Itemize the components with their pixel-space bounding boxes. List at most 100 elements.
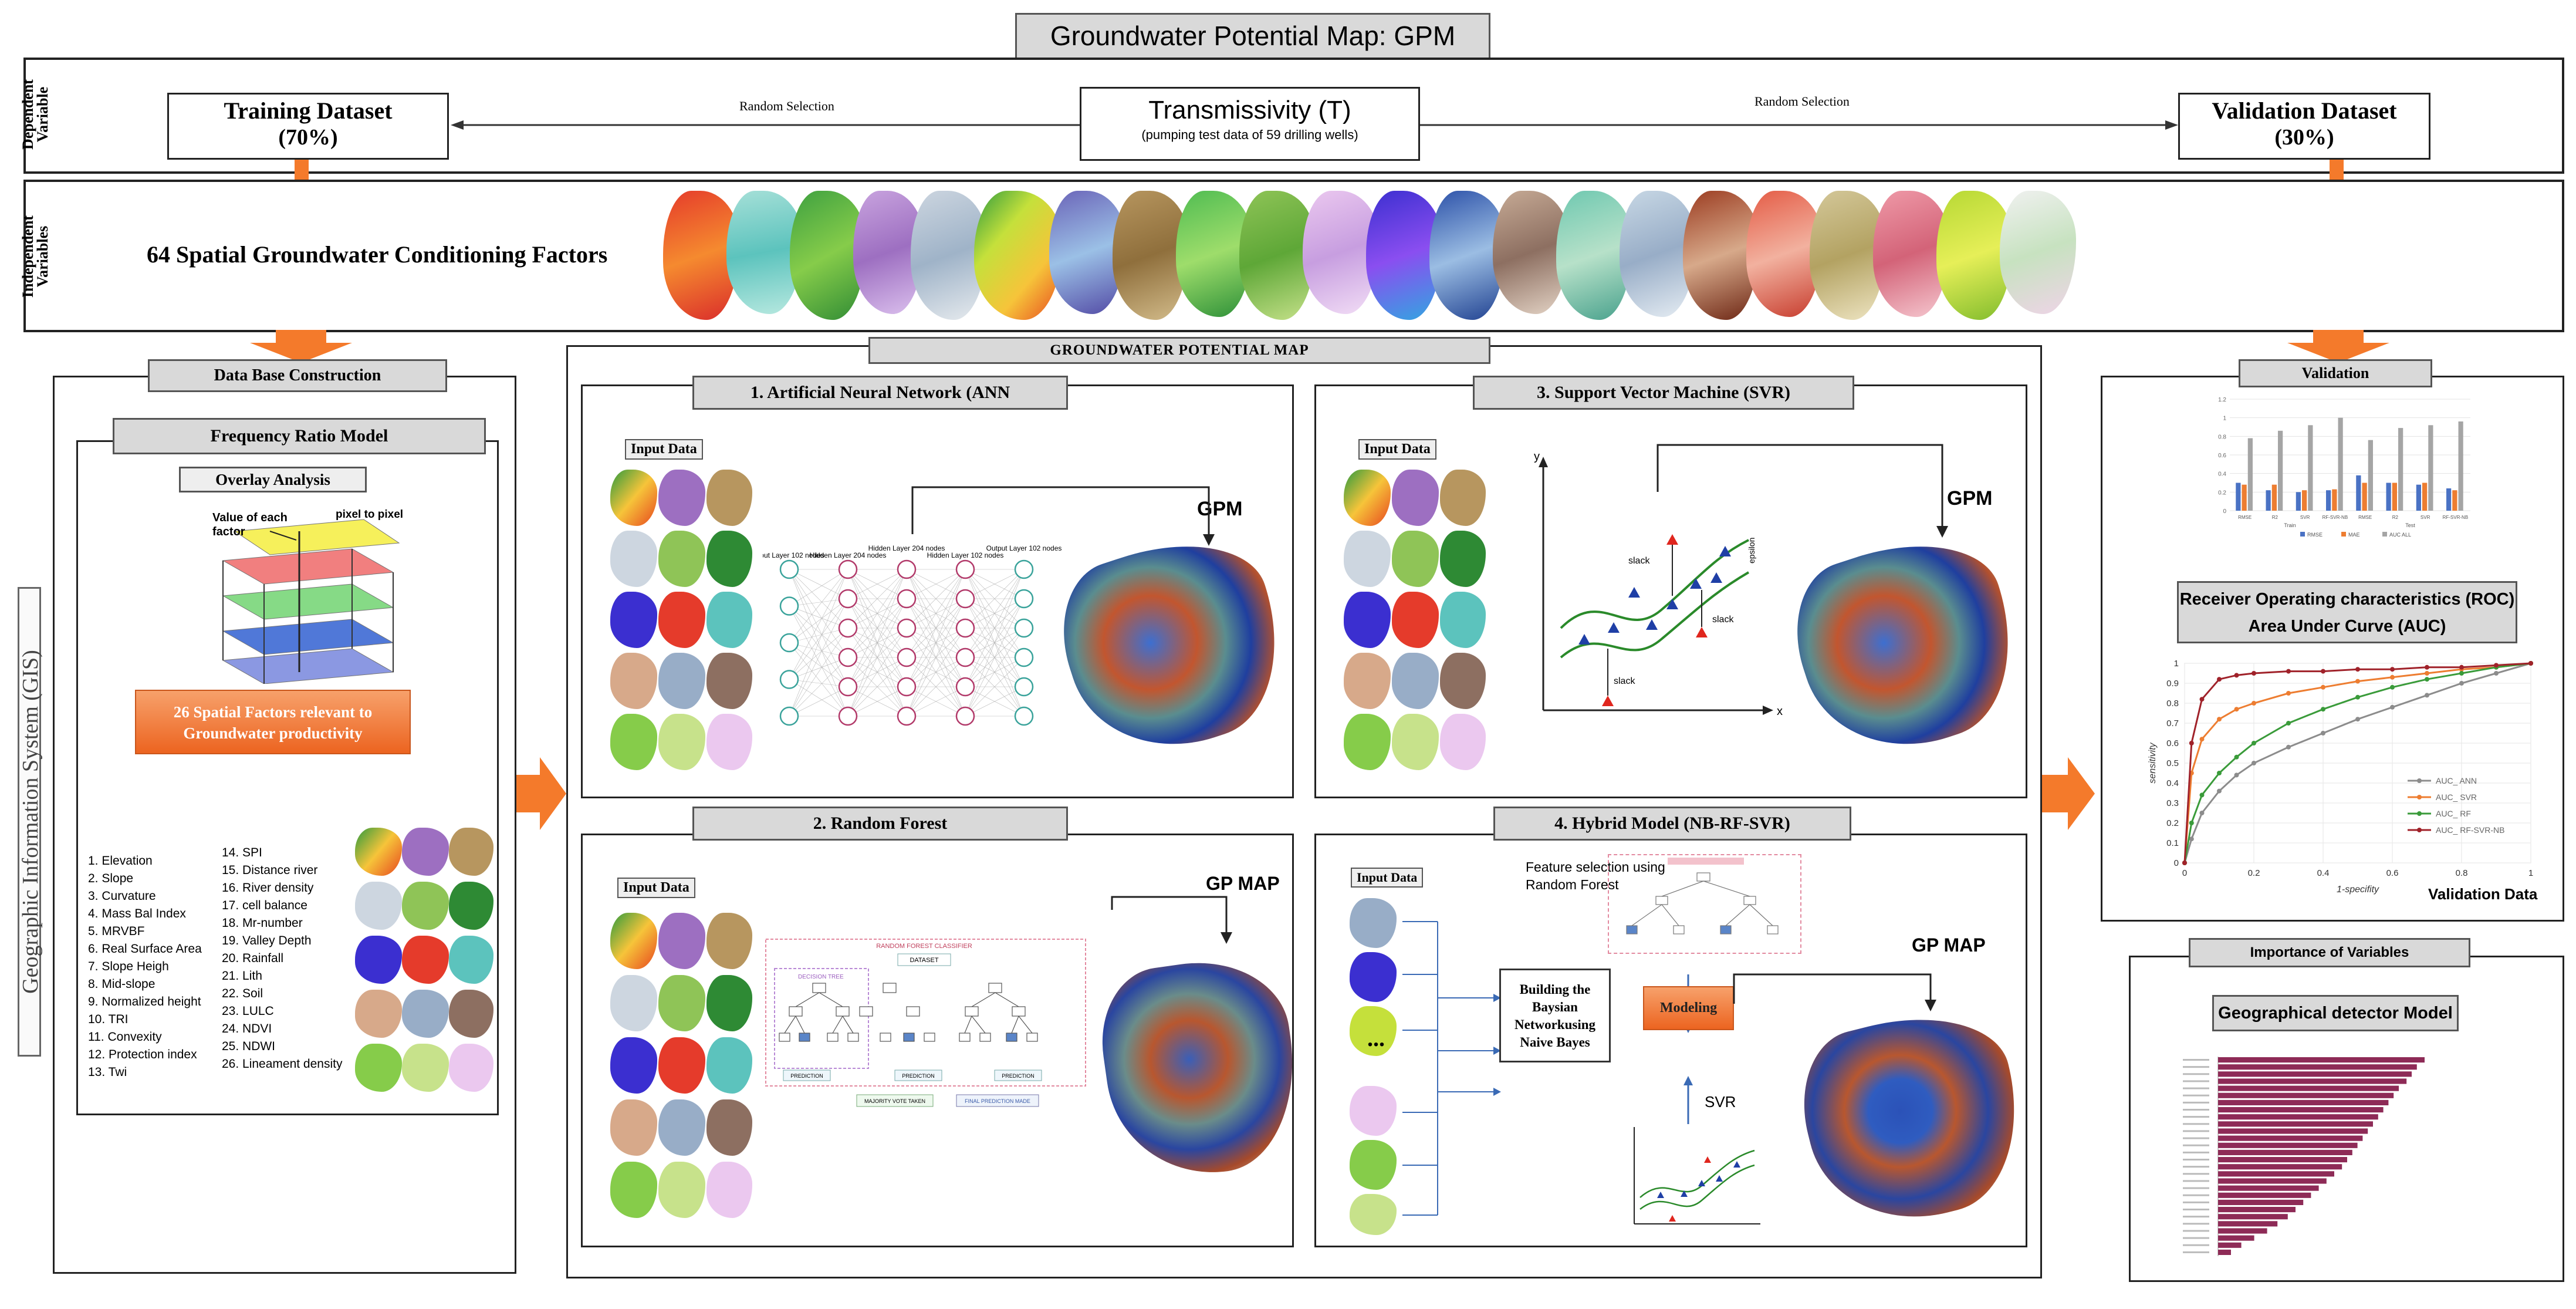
svr-point [1719,546,1731,556]
ann-node [1014,677,1034,697]
bar [2242,484,2247,511]
roc-point [2217,788,2222,794]
rf-gp-map-label: GP MAP [1206,873,1280,894]
page-title: Groundwater Potential Map: GPM [1015,13,1490,60]
y-tick-label: 1 [2223,416,2226,422]
bar [2452,490,2457,511]
bar [2458,421,2463,511]
hybrid-modeling-box: Modeling [1643,986,1734,1030]
variable-tick [2183,1087,2209,1089]
ann-node [955,677,975,697]
gpm-panel-title: GROUNDWATER POTENTIAL MAP [868,337,1490,364]
ann-arrow [911,486,1215,546]
ann-node [779,633,799,653]
roc-point [2390,674,2395,680]
bar [2392,483,2397,511]
right-arrow-right [2042,757,2095,830]
variable-tick [2183,1080,2209,1082]
roc-point [2425,671,2429,676]
rf-prediction: PREDICTION [790,1073,823,1079]
importance-bar [2218,1214,2288,1220]
x-tick-label: RF-SVR-NB [2443,515,2469,520]
importance-bar [2218,1064,2417,1070]
importance-bar [2218,1249,2231,1255]
roc-point [2252,761,2256,765]
importance-bar [2218,1207,2296,1213]
y-tick-label: 0.2 [2166,818,2179,828]
svr-outlier [1696,627,1708,637]
hybrid-gp-map-label: GP MAP [1912,934,1986,956]
roc-point [2286,669,2291,674]
legend-swatch [2341,532,2346,537]
roc-point [2355,679,2360,684]
ann-node [1014,647,1034,667]
roc-point [2234,772,2239,778]
ann-layer-label: Hidden Layer 204 nodes [868,544,945,552]
roc-point [2321,731,2325,736]
down-arrow-right [2287,330,2389,363]
roc-point [2217,677,2222,682]
bar [2326,490,2331,511]
roc-point [2425,677,2429,682]
validation-title: Validation [2239,359,2432,387]
svr-point [1646,619,1658,630]
factor-map-strip [663,191,2529,323]
importance-bar [2218,1085,2399,1091]
rf-decision: DECISION TREE [798,974,844,980]
roc-point [2199,697,2205,702]
hybrid-ellipsis: ... [1367,1025,1385,1051]
roc-line [2183,662,2531,863]
svr-point [1710,572,1722,583]
ann-node [955,706,975,726]
y-tick-label: 1.2 [2218,397,2226,403]
importance-bar-chart [2183,1057,2425,1256]
variable-tick [2183,1116,2209,1118]
roc-point [2425,693,2429,698]
variable-tick [2183,1159,2209,1160]
rf-header: RANDOM FOREST CLASSIFIER [876,943,972,950]
roc-point [2390,704,2395,710]
roc-title-line1: Receiver Operating characteristics (ROC) [2179,590,2515,609]
roc-chart: 0 0.1 0.2 0.3 0.4 0.5 0.6 0.7 0.8 0.9 1 0 0.2 0.4 0.6 0… [2148,659,2533,895]
x-axis-label: 1-specifity [2337,885,2379,895]
rf-prediction: PREDICTION [1002,1073,1035,1079]
roc-point [2355,694,2360,700]
roc-point [2234,707,2239,712]
ann-node [1014,618,1034,638]
value-of-factor-label: Value of each factor [212,511,288,538]
importance-bar [2218,1157,2347,1163]
ann-layer-label: Hidden Layer 102 nodes [927,551,1004,559]
importance-bar [2218,1121,2373,1127]
variable-tick [2183,1066,2209,1068]
ann-node [897,647,917,667]
roc-point [2494,663,2499,668]
roc-point [2321,707,2325,712]
ann-node [897,559,917,579]
random-selection-left: Random Selection [739,99,834,113]
legend-marker [2417,828,2422,832]
bar [2266,490,2271,511]
ann-node [897,706,917,726]
random-selection-right: Random Selection [1754,94,1850,109]
ann-node [1014,589,1034,609]
x-tick-label: RMSE [2238,515,2252,520]
svr-outlier [1666,534,1678,545]
svr-slack-label: slack [1614,676,1635,686]
y-tick-label: 0.7 [2166,718,2179,728]
roc-line [2183,662,2531,863]
hybrid-input-maps [1350,898,1402,1239]
rf-input-maps [610,913,754,1224]
importance-bar [2218,1128,2368,1134]
training-connector [295,160,309,182]
factor-map-grid-left [355,828,496,1104]
roc-point [2459,671,2464,676]
roc-point [2252,701,2256,706]
ann-node [779,706,799,726]
roc-point [2199,792,2205,798]
y-tick-label: 0.9 [2166,679,2179,689]
importance-bar [2218,1107,2384,1113]
variable-tick [2183,1180,2209,1182]
database-construction-title: Data Base Construction [148,359,447,392]
y-tick-label: 0.6 [2166,738,2179,748]
importance-bar [2218,1135,2363,1141]
